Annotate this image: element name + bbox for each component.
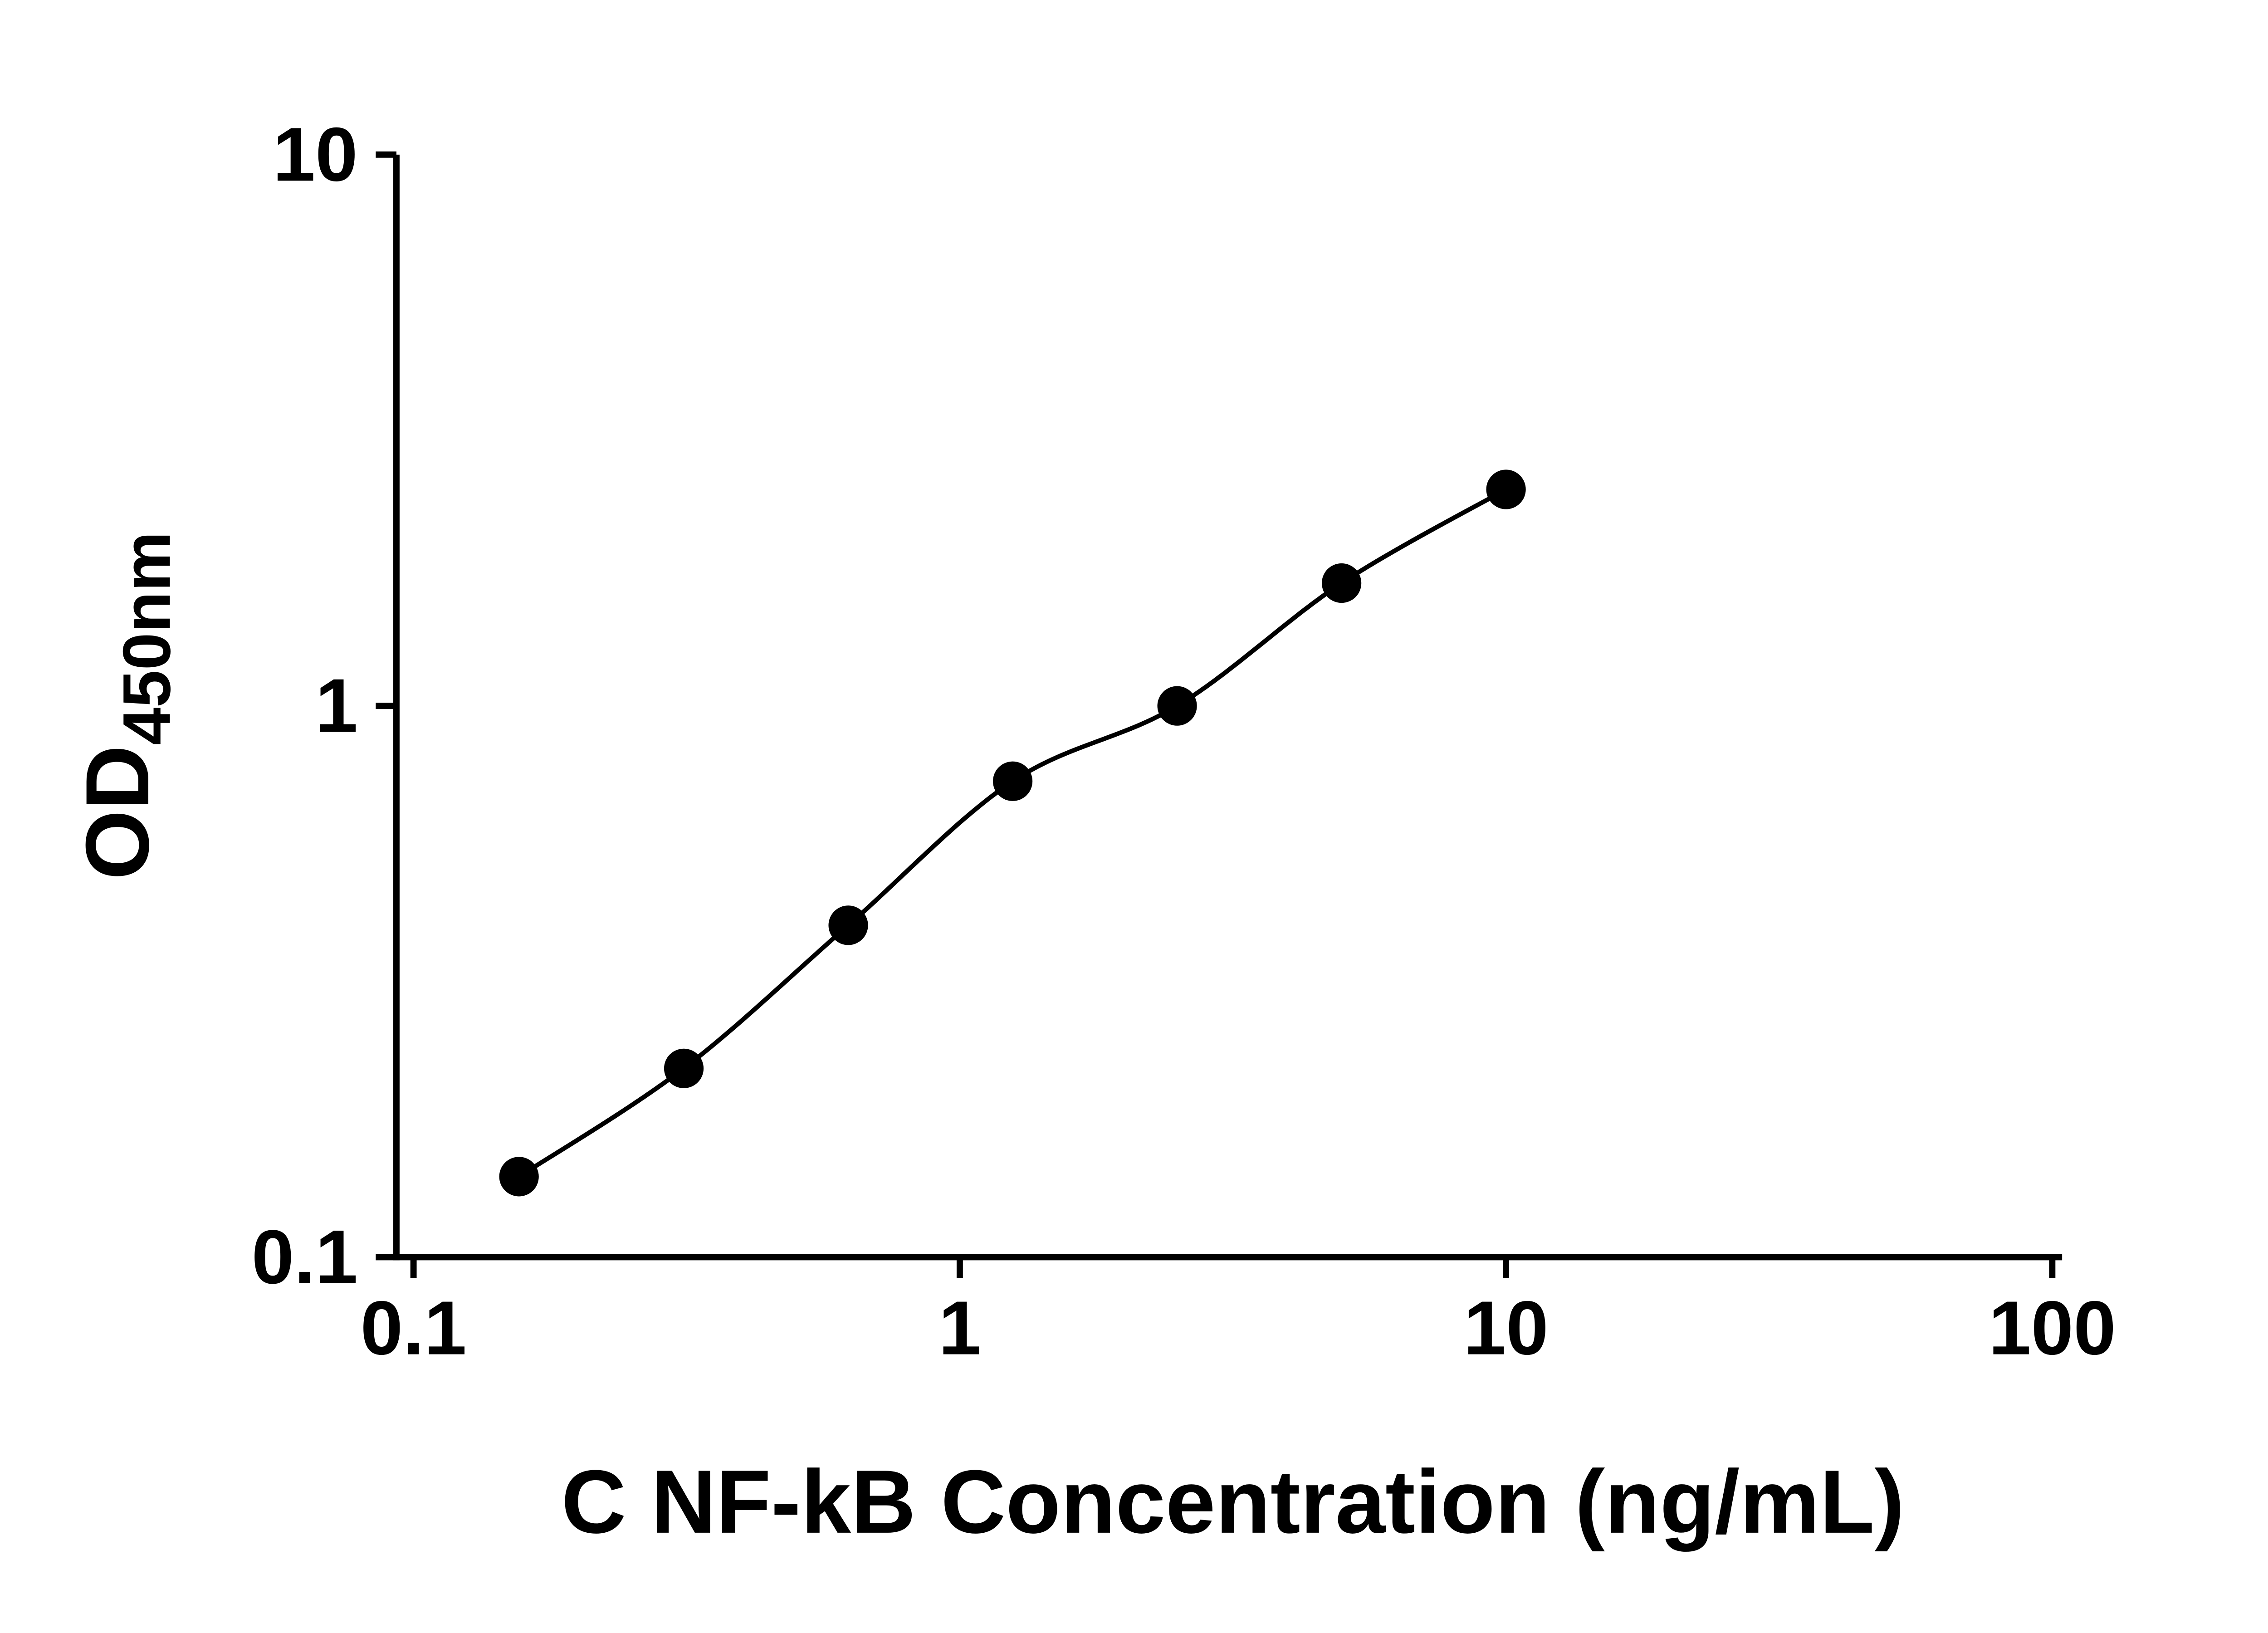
- tick-labels: 0.1 1 10 100 0.1 1 10: [252, 112, 2116, 1370]
- y-tick-label: 10: [273, 112, 357, 197]
- y-tick-label: 1: [315, 663, 358, 748]
- data-point: [1157, 686, 1197, 726]
- series-layer: [499, 469, 1526, 1197]
- y-axis-title-sub: 450nm: [109, 532, 185, 745]
- x-tick-label: 100: [1989, 1286, 2116, 1371]
- data-point: [499, 1157, 539, 1197]
- y-axis-title-main: OD: [67, 745, 167, 880]
- axes: [376, 151, 2063, 1278]
- x-tick-label: 0.1: [361, 1286, 467, 1371]
- x-tick-label: 1: [938, 1286, 981, 1371]
- y-axis-title: OD450nm: [67, 532, 185, 880]
- data-point: [992, 761, 1033, 801]
- data-point: [1322, 563, 1362, 603]
- data-point: [1486, 469, 1526, 509]
- y-tick-label: 0.1: [252, 1214, 358, 1300]
- data-point: [664, 1048, 704, 1088]
- x-tick-label: 10: [1463, 1286, 1548, 1371]
- x-axis-title: C NF-kB Concentration (ng/mL): [561, 1452, 1904, 1552]
- data-point: [828, 905, 868, 945]
